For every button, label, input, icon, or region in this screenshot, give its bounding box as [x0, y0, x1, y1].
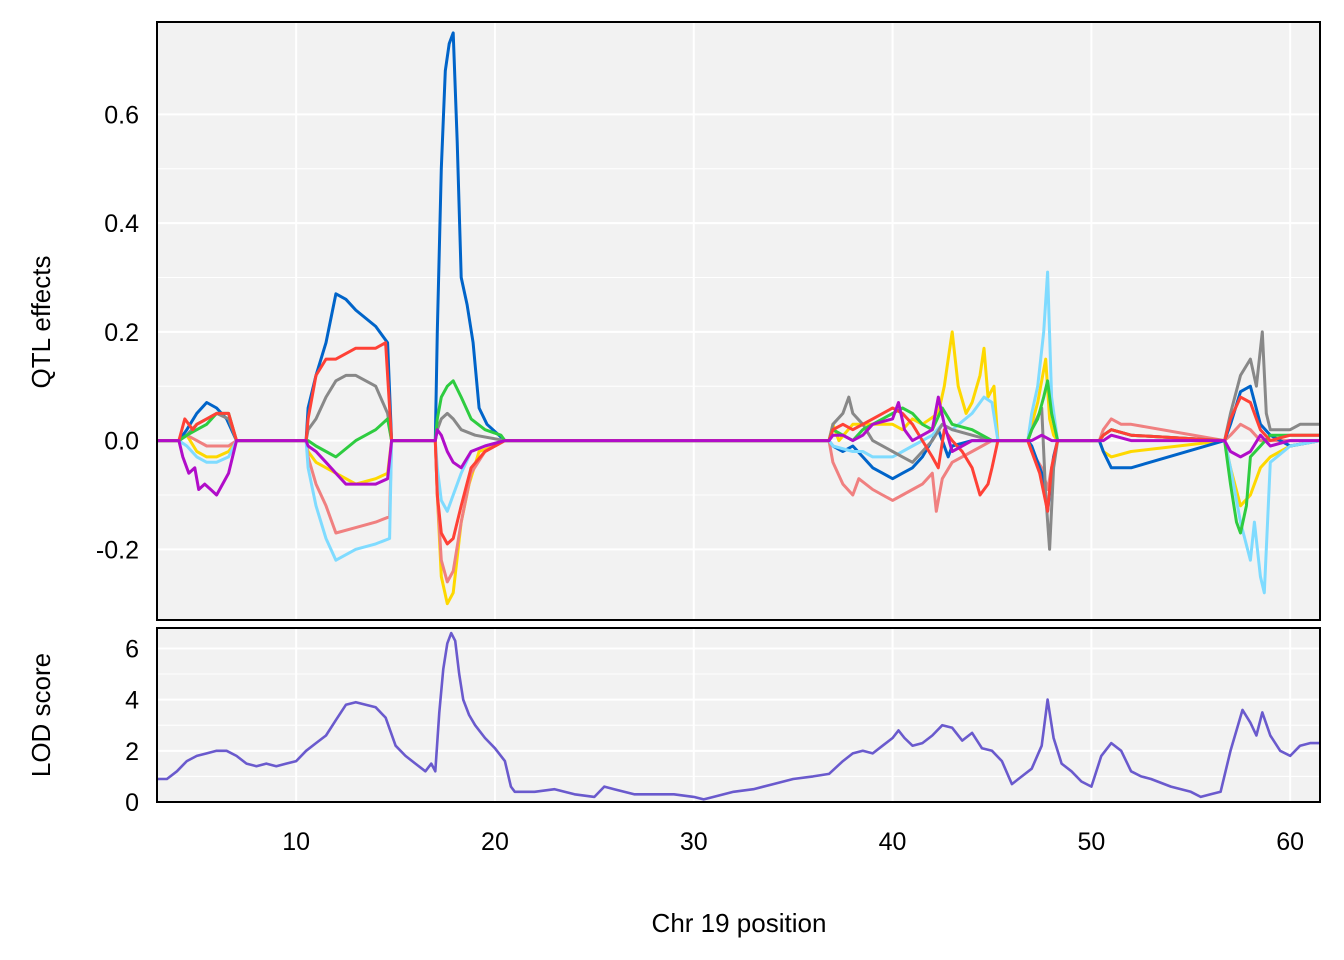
plot-frame: [156, 627, 1321, 803]
x-axis-title: Chr 19 position: [652, 908, 827, 938]
x-tick-label: 50: [1077, 828, 1105, 856]
y-tick-label: 2: [125, 738, 139, 766]
x-tick-label: 30: [680, 828, 708, 856]
y-tick-label: 4: [125, 687, 139, 715]
plot-background: [157, 628, 1320, 802]
series-line-8: [157, 395, 1320, 497]
series-line-7: [157, 341, 1320, 546]
lod-y-axis-title: LOD score: [26, 653, 56, 777]
series-line-1: [157, 631, 1320, 801]
y-tick-label: 0.6: [104, 101, 139, 129]
x-tick-label: 40: [879, 828, 907, 856]
y-tick-label: 0.4: [104, 210, 139, 238]
y-tick-label: -0.2: [96, 536, 139, 564]
series-line-2: [157, 417, 1320, 584]
y-tick-label: 0.0: [104, 428, 139, 456]
y-tick-label: 6: [125, 635, 139, 663]
effects-panel: -0.2 0.0 0.2 0.4 0.6: [96, 21, 1321, 621]
y-tick-label: 0.2: [104, 319, 139, 347]
lod-panel: 0 2 4 6 10 20 30 40 50 60: [125, 627, 1321, 856]
effects-y-axis-title: QTL effects: [26, 256, 56, 389]
x-tick-label: 10: [282, 828, 310, 856]
x-tick-label: 60: [1276, 828, 1304, 856]
y-tick-label: 0: [125, 789, 139, 817]
plot-background: [157, 22, 1320, 620]
plot-frame: [156, 21, 1321, 621]
x-tick-label: 20: [481, 828, 509, 856]
